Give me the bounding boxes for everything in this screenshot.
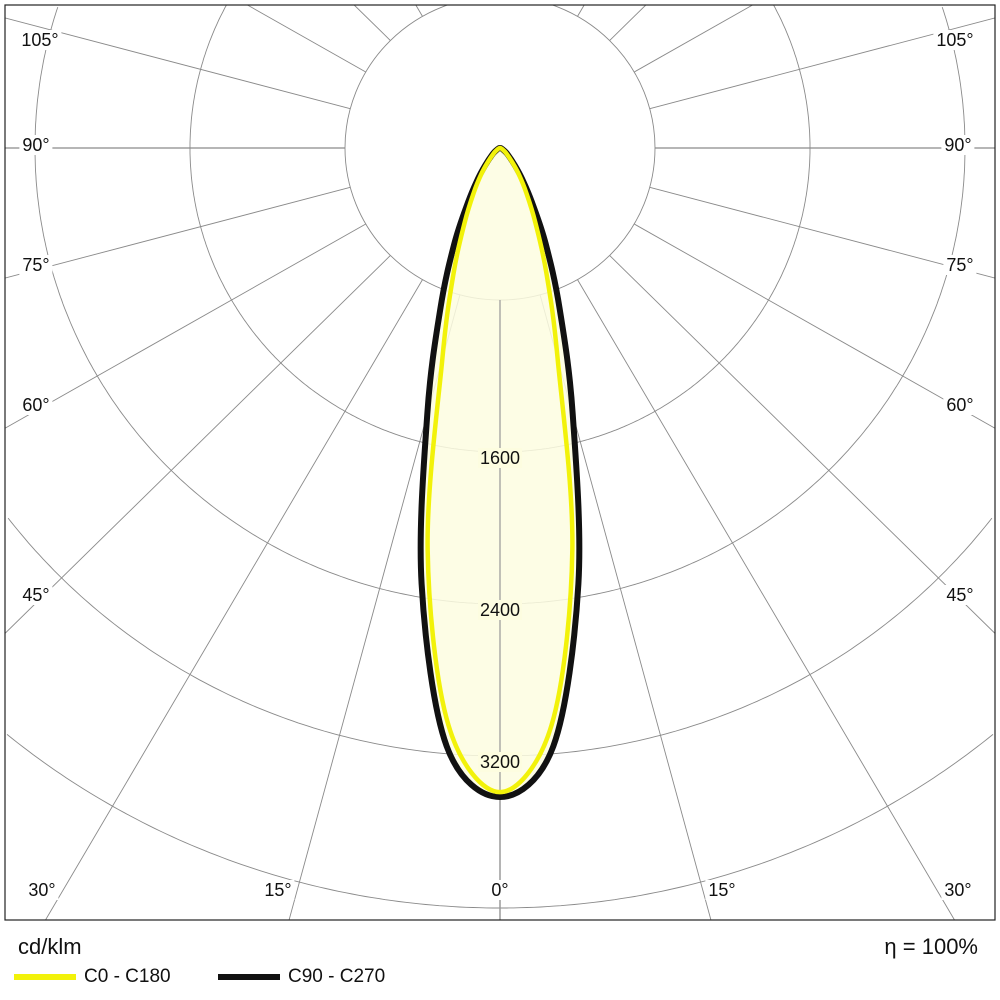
angle-label: 30° bbox=[941, 880, 975, 900]
ring-gridline bbox=[7, 517, 993, 757]
legend-item-c0: C0 - C180 bbox=[14, 966, 171, 988]
angle-label: 45° bbox=[19, 585, 53, 605]
curves bbox=[417, 145, 583, 920]
radial-gridline bbox=[5, 17, 351, 110]
angle-label: 45° bbox=[943, 585, 977, 605]
radial-gridline bbox=[609, 5, 647, 41]
legend-swatch-black bbox=[218, 974, 280, 980]
ring-value-label: 3200 bbox=[477, 752, 523, 772]
angle-label: 105° bbox=[933, 30, 977, 50]
angle-label: 30° bbox=[25, 880, 59, 900]
radial-gridline bbox=[609, 255, 995, 634]
radial-gridline bbox=[45, 279, 423, 920]
angle-label: 60° bbox=[19, 395, 53, 415]
radial-gridline bbox=[247, 5, 366, 73]
angle-label: 75° bbox=[19, 255, 53, 275]
radial-gridline bbox=[577, 279, 955, 920]
angle-label: 15° bbox=[705, 880, 739, 900]
radial-gridline bbox=[634, 223, 995, 429]
legend-swatch-yellow bbox=[14, 974, 76, 980]
ring-gridline bbox=[6, 734, 994, 909]
angle-label: 90° bbox=[19, 135, 53, 155]
unit-label: cd/klm bbox=[18, 934, 82, 959]
angle-label: 90° bbox=[941, 135, 975, 155]
series-c0-c180-curve bbox=[425, 145, 575, 795]
angle-label: 0° bbox=[488, 880, 512, 900]
angle-label: 105° bbox=[18, 30, 62, 50]
angle-label: 15° bbox=[261, 880, 295, 900]
radial-gridline bbox=[5, 223, 366, 429]
radial-gridline bbox=[353, 5, 391, 41]
radial-gridline bbox=[5, 255, 391, 634]
radial-gridline bbox=[634, 5, 753, 73]
legend-label: C0 - C180 bbox=[84, 966, 171, 987]
radial-gridline bbox=[577, 5, 585, 17]
legend-label: C90 - C270 bbox=[288, 966, 386, 987]
radial-gridline bbox=[415, 5, 423, 17]
plot-frame bbox=[4, 4, 996, 921]
legend-item-c90: C90 - C270 bbox=[218, 966, 385, 988]
ring-value-label: 1600 bbox=[477, 448, 523, 468]
angle-label: 75° bbox=[943, 255, 977, 275]
angle-label: 60° bbox=[943, 395, 977, 415]
ring-gridline bbox=[189, 5, 811, 453]
ring-value-label: 2400 bbox=[477, 600, 523, 620]
radial-gridline bbox=[5, 186, 351, 279]
radial-gridline bbox=[649, 186, 995, 279]
efficiency-label: η = 100% bbox=[884, 934, 978, 959]
